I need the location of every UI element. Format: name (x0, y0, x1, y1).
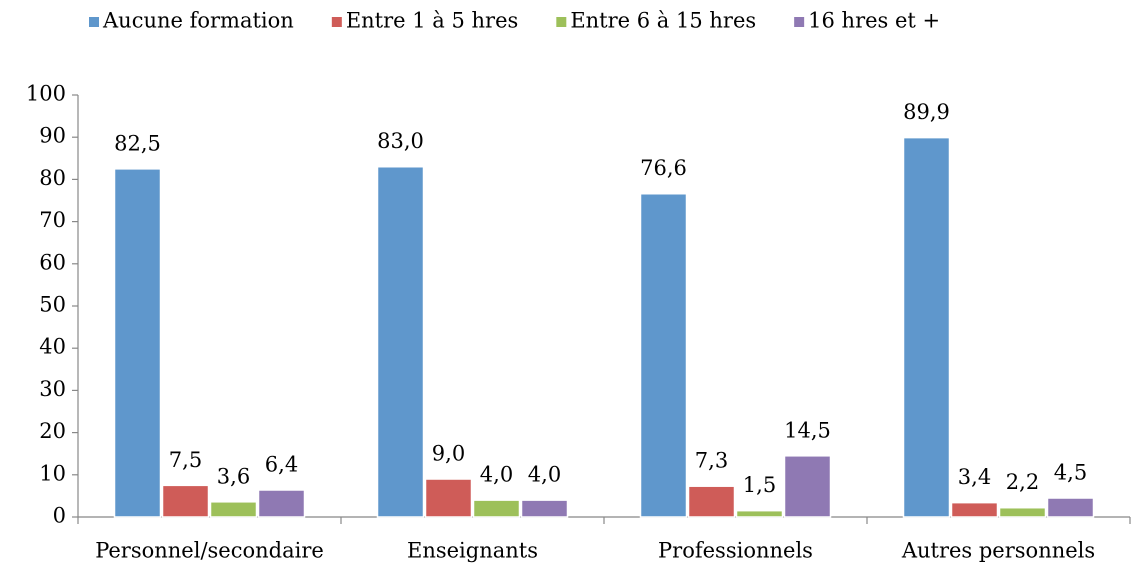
legend-label: 16 hres et + (808, 9, 940, 33)
data-label: 4,0 (480, 463, 513, 487)
data-label: 7,5 (169, 448, 202, 472)
bar (639, 192, 688, 518)
y-tick-label: 40 (39, 335, 66, 359)
legend-swatch (89, 17, 99, 27)
bar (1046, 497, 1095, 518)
legend-label: Entre 6 à 15 hres (570, 9, 756, 33)
data-label: 2,2 (1006, 470, 1039, 494)
bar (161, 484, 210, 518)
bar (113, 168, 162, 518)
data-label: 3,6 (217, 464, 250, 488)
bar (783, 455, 832, 518)
legend-swatch (556, 17, 567, 27)
y-tick-label: 100 (26, 82, 66, 106)
bar (998, 506, 1047, 518)
data-label: 4,0 (528, 463, 561, 487)
bar (950, 501, 999, 518)
y-tick-label: 60 (39, 250, 66, 274)
y-tick-label: 90 (39, 124, 66, 148)
bar (472, 499, 521, 518)
bar (902, 136, 951, 518)
data-label: 9,0 (432, 442, 465, 466)
x-tick-label: Professionnels (658, 539, 813, 563)
y-tick-label: 30 (39, 377, 66, 401)
x-tick-label: Enseignants (407, 539, 538, 563)
bar (376, 165, 425, 518)
x-tick-label: Personnel/secondaire (95, 539, 324, 563)
y-tick-label: 70 (39, 208, 66, 232)
legend-label: Aucune formation (102, 9, 294, 33)
y-tick-label: 10 (39, 461, 66, 485)
y-tick-label: 80 (39, 166, 66, 190)
data-label: 89,9 (903, 100, 950, 124)
bar (424, 478, 473, 518)
legend: Aucune formation Entre 1 à 5 hres Entre 6 … (89, 9, 940, 33)
legend-swatch (794, 17, 805, 27)
data-label: 3,4 (958, 465, 991, 489)
data-label: 83,0 (377, 129, 424, 153)
data-label: 82,5 (114, 131, 161, 155)
bar (257, 489, 306, 518)
bar (520, 499, 569, 518)
data-label: 7,3 (695, 449, 728, 473)
bar (735, 509, 784, 518)
bar (687, 485, 736, 518)
data-label: 4,5 (1054, 461, 1087, 485)
data-label: 14,5 (784, 418, 831, 442)
data-label: 6,4 (265, 452, 298, 476)
legend-label: Entre 1 à 5 hres (346, 9, 518, 33)
legend-swatch (331, 17, 342, 27)
x-tick-label: Autres personnels (901, 539, 1095, 563)
y-tick-label: 50 (39, 293, 66, 317)
y-tick-label: 20 (39, 419, 66, 443)
data-label: 1,5 (743, 473, 776, 497)
data-label: 76,6 (640, 156, 687, 180)
y-tick-label: 0 (53, 504, 66, 528)
bar (209, 501, 258, 518)
